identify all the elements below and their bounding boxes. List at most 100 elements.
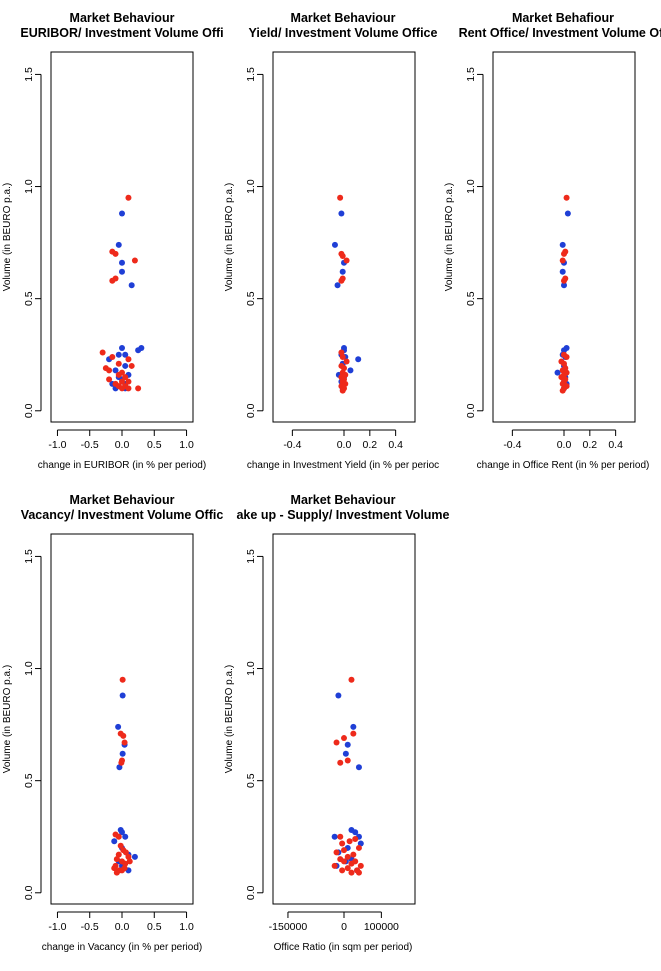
data-point [120,732,127,739]
data-point [563,194,570,201]
data-point [337,759,344,766]
x-tick-label: 0.2 [583,439,598,451]
data-point [564,210,571,217]
data-point [350,723,357,730]
data-point [331,241,338,248]
data-point [115,371,122,378]
series-red [331,676,364,876]
y-axis-label: Volume (in BEURO p.a.) [224,183,235,291]
data-point [115,241,122,248]
data-point [122,849,129,856]
y-axis-label: Volume (in BEURO p.a.) [2,183,13,291]
data-point [334,282,341,289]
data-point [338,277,345,284]
data-point [117,842,124,849]
y-tick-label: 1.0 [245,179,257,194]
chart-title: Market Behaviour [70,11,175,25]
x-tick-label: 1.0 [179,921,194,933]
data-point [119,378,125,385]
y-tick-label: 0.5 [245,773,257,788]
data-point [341,735,347,742]
series-red [99,194,142,392]
y-tick-label: 0.0 [23,885,35,900]
x-tick-label: 0.5 [147,439,162,451]
data-point [338,210,345,217]
x-axis-label: change in Vacancy (in % per period) [42,942,202,953]
data-point [352,835,359,842]
data-point [113,856,120,863]
y-tick-label: 1.5 [245,67,257,82]
data-point [111,838,118,845]
chart-subtitle: Vacancy/ Investment Volume Offic [21,508,224,522]
data-point [119,259,125,266]
x-tick-label: 0.0 [115,921,130,933]
data-point [331,833,338,840]
series-red [558,194,570,394]
data-point [122,374,129,381]
data-point [357,840,364,847]
data-point [99,349,106,356]
data-point [119,750,126,757]
y-axis-label: Volume (in BEURO p.a.) [444,183,455,291]
chart-subtitle: EURIBOR/ Investment Volume Offi [20,26,223,40]
data-point [350,730,357,737]
data-point [131,257,138,264]
data-point [355,844,362,851]
data-point [357,862,364,869]
data-point [339,867,346,874]
data-point [118,759,125,766]
y-tick-label: 0.5 [23,291,35,306]
plot-frame [50,533,194,905]
x-axis-label: change in Office Rent (in % per period) [477,460,650,471]
data-point [115,351,122,358]
data-point [119,829,125,836]
y-tick-label: 1.0 [23,179,35,194]
data-point [119,692,126,699]
x-tick-label: 0.4 [388,439,403,451]
x-tick-label: -1.0 [48,921,66,933]
chart-title: Market Behaviour [291,493,396,507]
y-tick-label: 1.5 [465,67,477,82]
data-point [335,692,342,699]
data-point [126,858,133,865]
data-point [128,282,135,289]
y-tick-label: 0.5 [245,291,257,306]
data-point [337,833,344,840]
data-point [344,865,351,872]
series-red [337,194,350,394]
y-tick-label: 0.0 [245,403,257,418]
data-point [121,739,128,746]
data-point [115,851,122,858]
data-point [109,353,116,360]
x-tick-label: 0 [341,921,347,933]
data-point [125,378,132,385]
data-point [125,356,132,363]
data-point [352,829,359,836]
x-tick-label: 0.0 [115,439,130,451]
data-point [119,385,125,392]
x-tick-label: -0.4 [283,439,301,451]
data-point [559,241,566,248]
data-point [131,853,138,860]
series-red [111,676,133,876]
data-point [563,353,570,360]
series-blue [106,210,145,392]
y-tick-label: 0.0 [465,403,477,418]
data-point [344,853,351,860]
data-point [561,277,567,284]
plot-frame [272,51,416,423]
data-point [122,833,129,840]
x-axis-label: Office Ratio (in sqm per period) [274,942,413,953]
data-point [112,250,119,257]
data-point [106,376,113,383]
chart-subtitle: ake up - Supply/ Investment Volume [236,508,449,522]
x-tick-label: -0.5 [81,921,99,933]
y-tick-label: 1.0 [245,661,257,676]
data-point [111,865,118,872]
data-point [348,869,355,876]
data-point [122,860,129,867]
